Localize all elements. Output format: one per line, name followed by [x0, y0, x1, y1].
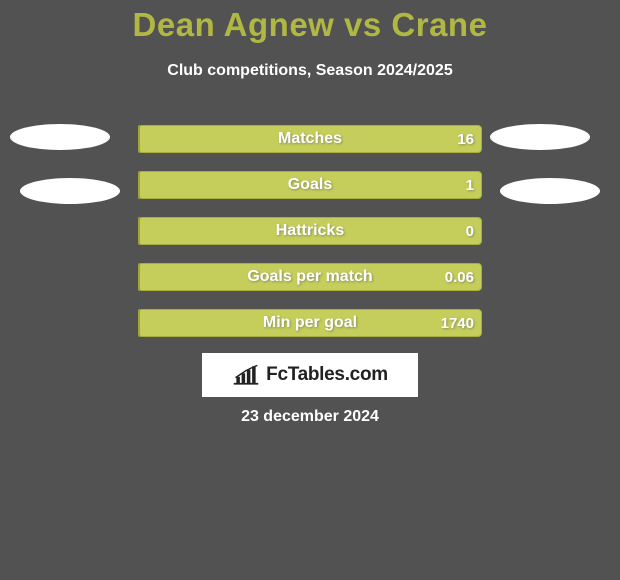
stat-bar-bg [138, 263, 482, 291]
stat-row: Goals per match0.06 [138, 263, 482, 291]
stat-bar-fill [138, 263, 140, 291]
date-text: 23 december 2024 [0, 408, 620, 426]
side-ellipse [20, 178, 120, 204]
stat-bars: Matches16 Goals1 Hattricks0 Goals per match… [0, 125, 620, 337]
stat-bar-bg [138, 309, 482, 337]
stat-bar-bg [138, 125, 482, 153]
stat-row: Min per goal1740 [138, 309, 482, 337]
side-ellipse [500, 178, 600, 204]
page-title: Dean Agnew vs Crane [0, 6, 620, 44]
stat-bar-bg [138, 217, 482, 245]
stat-bar-fill [138, 309, 140, 337]
stat-bar-fill [138, 125, 140, 153]
logo-text: FcTables.com [266, 364, 388, 386]
stat-row: Matches16 [138, 125, 482, 153]
side-ellipse [490, 124, 590, 150]
subtitle: Club competitions, Season 2024/2025 [0, 62, 620, 80]
stat-bar-bg [138, 171, 482, 199]
bar-chart-icon [232, 364, 260, 386]
stat-bar-fill [138, 171, 140, 199]
stat-row: Hattricks0 [138, 217, 482, 245]
stat-bar-fill [138, 217, 140, 245]
stat-row: Goals1 [138, 171, 482, 199]
fctables-logo: FcTables.com [202, 353, 418, 397]
side-ellipse [10, 124, 110, 150]
